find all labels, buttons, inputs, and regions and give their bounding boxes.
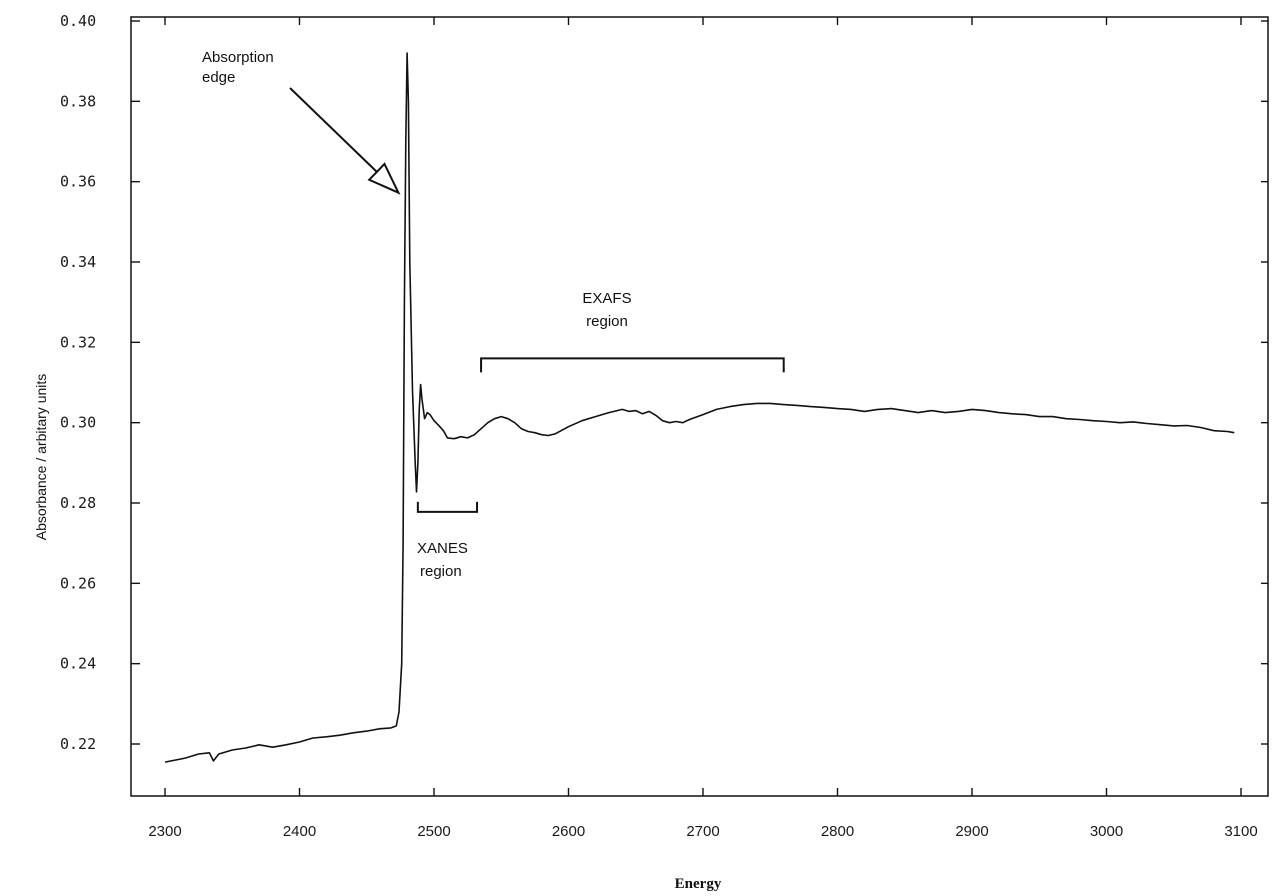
absorption-edge-label-line1: Absorption	[202, 49, 274, 66]
y-tick-label: 0.36	[60, 173, 96, 191]
y-tick-label: 0.24	[60, 655, 96, 673]
exafs-annotation: EXAFS region	[480, 290, 785, 373]
x-tick-label: 2900	[955, 823, 988, 840]
x-tick-label: 2800	[821, 823, 854, 840]
y-tick-label: 0.22	[60, 735, 96, 753]
xanes-label-line2: region	[420, 563, 462, 580]
arrow-head-icon	[367, 162, 401, 195]
y-tick-label: 0.32	[60, 333, 96, 351]
x-tick-label: 2400	[283, 823, 316, 840]
exafs-bracket	[480, 357, 785, 373]
x-tick-label: 2500	[417, 823, 450, 840]
y-tick-label: 0.30	[60, 414, 96, 432]
x-tick-label: 2700	[686, 823, 719, 840]
x-tick-label: 2600	[552, 823, 585, 840]
absorption-edge-label-line2: edge	[202, 69, 235, 86]
xanes-label-line1: XANES	[417, 540, 468, 557]
y-axis: 0.22 0.24 0.26 0.28 0.30 0.32 0.34 0.36 0.38 0.40	[60, 12, 1268, 753]
plot-frame	[130, 16, 1269, 797]
y-tick-label: 0.26	[60, 574, 96, 592]
xanes-annotation: XANES region	[416, 501, 479, 580]
y-tick-label: 0.34	[60, 253, 96, 271]
absorption-edge-arrow-icon	[289, 87, 378, 173]
y-tick-label: 0.38	[60, 92, 96, 110]
x-axis-title: Energy	[675, 876, 722, 892]
x-tick-label: 3000	[1090, 823, 1123, 840]
exafs-label-line1: EXAFS	[582, 290, 631, 307]
y-tick-label: 0.28	[60, 494, 96, 512]
exafs-label-line2: region	[586, 313, 628, 330]
x-tick-label: 3100	[1224, 823, 1257, 840]
xanes-bracket	[416, 501, 479, 513]
x-tick-label: 2300	[148, 823, 181, 840]
absorption-edge-annotation: Absorption edge	[202, 49, 401, 195]
x-axis: 2300 2400 2500 2600 2700 2800 2900 3000 3100	[148, 17, 1258, 840]
y-axis-title: Absorbance / arbitary units	[33, 374, 49, 541]
y-tick-label: 0.40	[60, 12, 96, 30]
series-line	[164, 52, 1235, 763]
